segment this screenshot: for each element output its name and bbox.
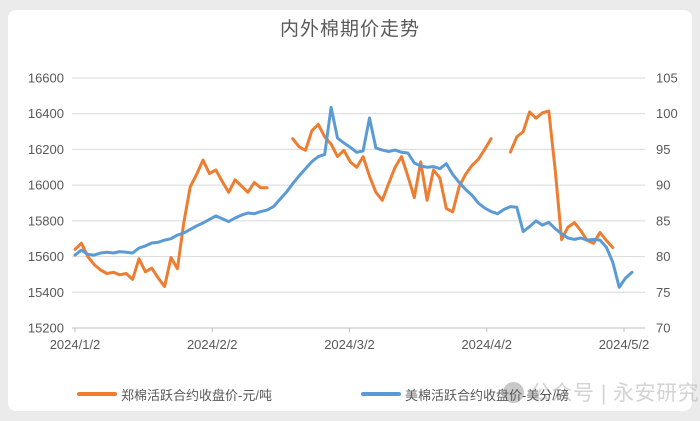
svg-text:95: 95 <box>656 142 670 157</box>
svg-text:16400: 16400 <box>28 106 64 121</box>
svg-text:15400: 15400 <box>28 285 64 300</box>
svg-text:85: 85 <box>656 213 670 228</box>
svg-text:2024/2/2: 2024/2/2 <box>187 337 238 352</box>
legend: 郑棉活跃合约收盘价-元/吨 美棉活跃合约收盘价-美分/磅 <box>0 385 700 405</box>
svg-text:105: 105 <box>656 71 678 86</box>
svg-text:16200: 16200 <box>28 142 64 157</box>
y-axis-left-labels: 16600 16400 16200 16000 15800 15600 15400 15200 <box>28 71 64 336</box>
svg-text:2024/3/2: 2024/3/2 <box>324 337 375 352</box>
svg-text:90: 90 <box>656 178 670 193</box>
legend-label: 郑棉活跃合约收盘价-元/吨 <box>121 387 272 403</box>
legend-item-us-cotton: 美棉活跃合约收盘价-美分/磅 <box>361 385 569 403</box>
legend-swatch-blue <box>361 392 401 396</box>
legend-label: 美棉活跃合约收盘价-美分/磅 <box>405 387 569 403</box>
x-axis: 2024/1/2 2024/2/2 2024/3/2 2024/4/2 2024/5/2 <box>50 327 650 352</box>
chart-card <box>8 10 692 411</box>
y-axis-right-labels: 105 100 95 90 85 80 75 70 <box>656 71 678 336</box>
series-zhengzhou-cotton-line <box>73 109 615 289</box>
svg-text:15200: 15200 <box>28 321 64 336</box>
svg-text:2024/5/2: 2024/5/2 <box>599 337 650 352</box>
chart-title: 内外棉期价走势 <box>279 19 420 40</box>
svg-text:15600: 15600 <box>28 249 64 264</box>
svg-text:70: 70 <box>656 321 670 336</box>
series-us-cotton-line <box>73 105 634 289</box>
legend-swatch-orange <box>77 392 117 396</box>
svg-text:75: 75 <box>656 285 670 300</box>
svg-text:2024/4/2: 2024/4/2 <box>461 337 512 352</box>
svg-text:2024/1/2: 2024/1/2 <box>50 337 101 352</box>
svg-text:16000: 16000 <box>28 178 64 193</box>
legend-item-zhengzhou-cotton: 郑棉活跃合约收盘价-元/吨 <box>77 385 272 403</box>
svg-text:16600: 16600 <box>28 71 64 86</box>
svg-text:15800: 15800 <box>28 213 64 228</box>
svg-text:80: 80 <box>656 249 670 264</box>
svg-text:100: 100 <box>656 106 678 121</box>
